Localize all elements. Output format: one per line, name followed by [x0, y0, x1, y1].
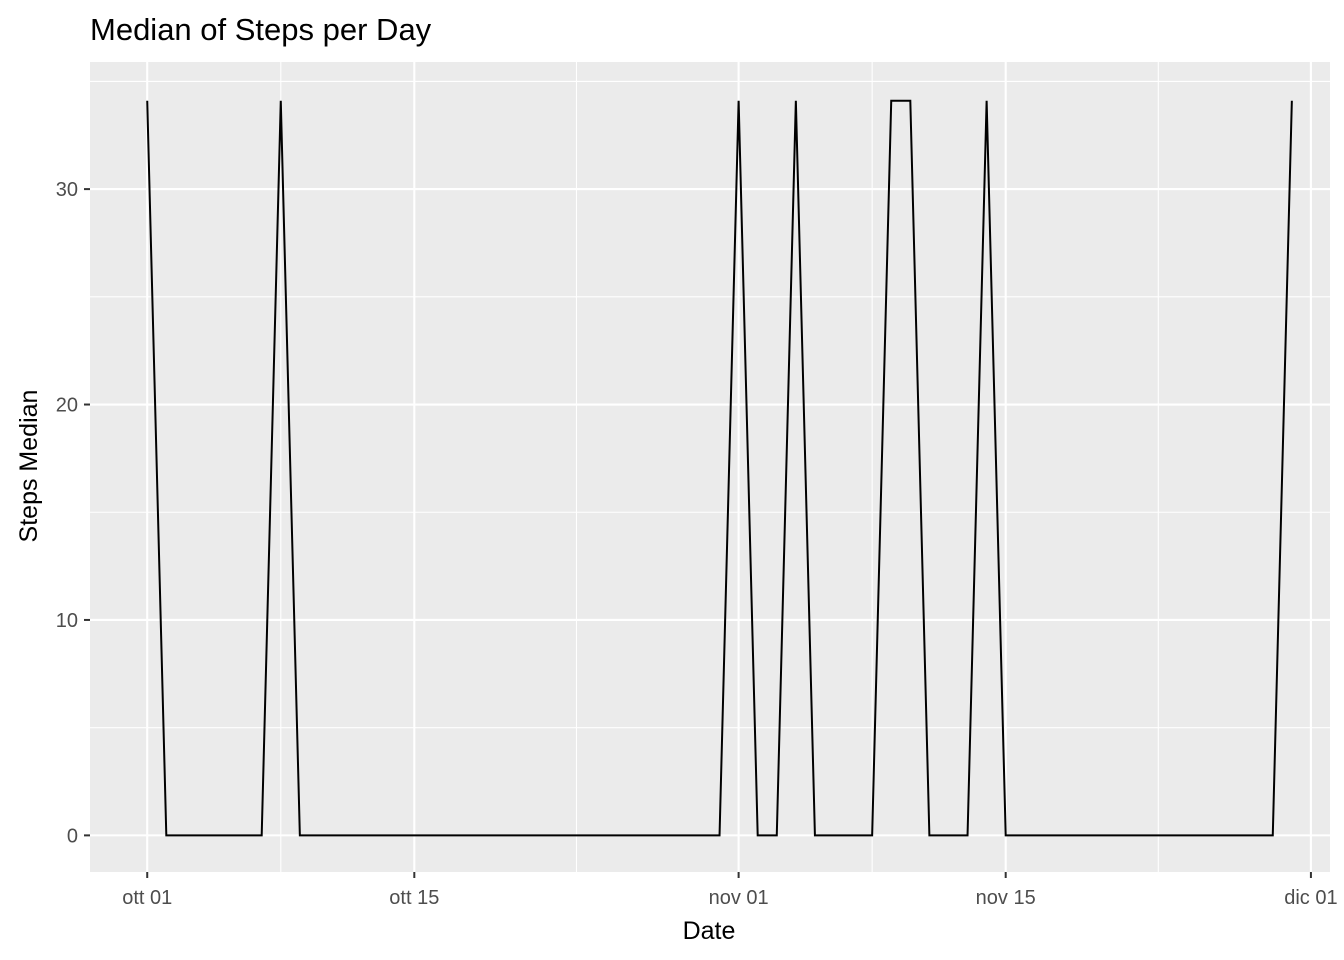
series-line — [146, 99, 1293, 837]
axis-ticks — [84, 188, 1312, 878]
x-axis-tick-labels: ott 01 ott 15 nov 01 nov 15 dic 01 — [122, 887, 1337, 909]
y-tick-label: 10 — [56, 610, 78, 632]
y-tick-label: 0 — [67, 825, 78, 847]
minor-gridlines — [90, 62, 1330, 872]
x-tick-label: ott 01 — [122, 887, 172, 909]
chart-title: Median of Steps per Day — [90, 12, 432, 47]
x-tick-label: dic 01 — [1284, 887, 1337, 909]
y-axis-tick-labels: 0 10 20 30 — [56, 179, 78, 847]
x-tick-label: nov 15 — [976, 887, 1036, 909]
y-tick-label: 30 — [56, 179, 78, 201]
x-axis-label: Date — [683, 917, 736, 945]
series-steps-median — [146, 99, 1293, 837]
y-tick-label: 20 — [56, 395, 78, 417]
y-axis-label: Steps Median — [15, 390, 43, 543]
plot-panel — [90, 62, 1330, 872]
x-tick-label: ott 15 — [389, 887, 439, 909]
x-tick-label: nov 01 — [709, 887, 769, 909]
